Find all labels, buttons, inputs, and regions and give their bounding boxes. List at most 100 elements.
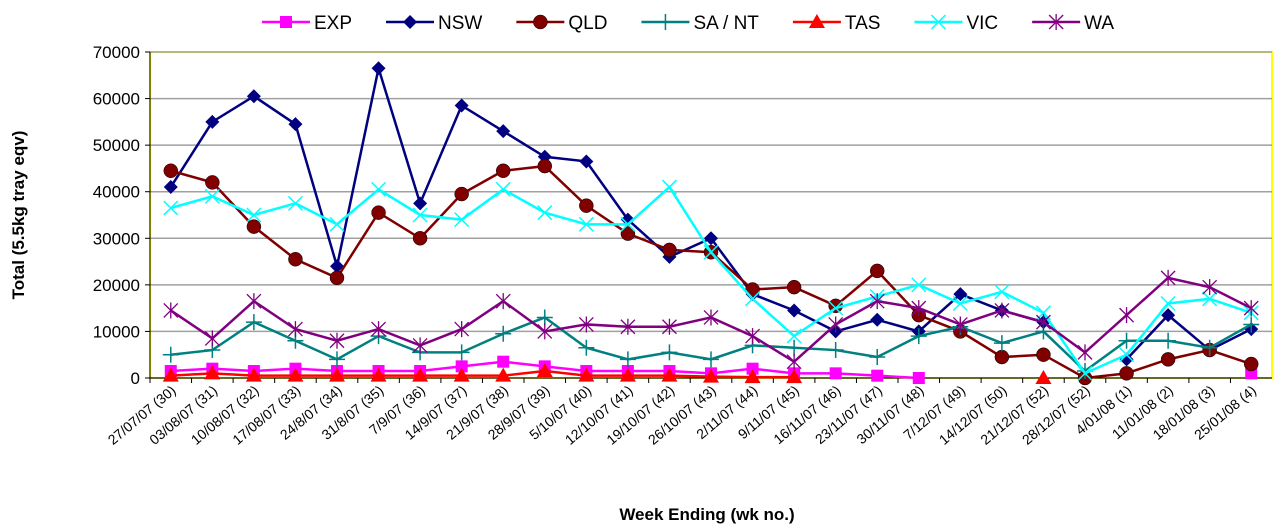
marker	[537, 158, 553, 174]
y-axis-title: Total (5.5kg tray eqv)	[9, 131, 28, 300]
marker	[910, 328, 927, 345]
marker	[662, 242, 677, 258]
marker	[579, 198, 594, 213]
y-tick-label: 30000	[93, 229, 140, 248]
marker	[329, 270, 345, 286]
marker	[330, 259, 344, 274]
marker	[453, 367, 470, 382]
legend-label: VIC	[966, 13, 998, 34]
y-tick-label: 0	[131, 369, 140, 388]
marker	[371, 205, 386, 220]
marker	[870, 312, 885, 327]
marker	[786, 279, 802, 295]
y-tick-label: 40000	[93, 183, 140, 202]
y-tick-label: 50000	[93, 136, 140, 155]
marker	[246, 207, 262, 223]
marker	[536, 309, 553, 326]
legend-label: QLD	[568, 13, 607, 34]
marker	[537, 323, 553, 340]
marker	[370, 367, 387, 382]
marker	[288, 251, 303, 267]
legend-label: SA / NT	[693, 13, 759, 34]
marker	[620, 216, 636, 232]
marker	[786, 353, 802, 370]
marker	[1118, 332, 1135, 349]
legend-item: EXP	[262, 13, 352, 34]
marker	[1243, 316, 1260, 333]
marker	[412, 367, 429, 382]
marker	[703, 309, 719, 326]
marker	[454, 98, 469, 113]
marker	[371, 321, 387, 338]
marker	[453, 344, 470, 361]
marker	[412, 231, 428, 246]
marker	[287, 195, 303, 211]
marker	[952, 295, 968, 312]
marker	[786, 328, 802, 344]
marker	[869, 293, 885, 310]
legend-item: VIC	[914, 13, 998, 34]
marker	[246, 219, 262, 234]
marker	[288, 117, 303, 132]
legend-item: NSW	[386, 13, 482, 34]
marker	[371, 61, 386, 76]
y-tick-label: 20000	[93, 276, 140, 295]
marker	[329, 351, 345, 368]
marker	[869, 349, 886, 366]
marker	[746, 362, 759, 375]
marker	[163, 163, 179, 179]
marker	[1161, 308, 1176, 323]
marker	[952, 316, 968, 333]
legend-label: WA	[1084, 13, 1114, 34]
marker	[163, 302, 179, 319]
marker	[371, 181, 387, 197]
marker	[661, 344, 678, 361]
marker	[1035, 370, 1052, 384]
marker	[162, 367, 179, 382]
marker	[1243, 356, 1259, 372]
legend-label: EXP	[314, 13, 352, 34]
marker	[495, 367, 512, 382]
marker	[205, 114, 220, 129]
y-tick-label: 60000	[93, 90, 140, 109]
marker	[163, 200, 179, 216]
marker	[1035, 314, 1051, 331]
marker	[495, 293, 511, 310]
marker	[993, 335, 1010, 352]
marker	[912, 372, 925, 384]
marker	[533, 14, 548, 30]
marker	[869, 263, 885, 279]
marker	[537, 205, 553, 221]
marker	[454, 212, 470, 228]
marker	[578, 367, 595, 382]
marker	[495, 325, 512, 342]
marker	[497, 355, 510, 368]
marker	[930, 14, 946, 30]
marker	[829, 367, 842, 380]
marker	[1119, 307, 1135, 324]
marker	[657, 14, 674, 30]
marker	[536, 363, 553, 378]
marker	[620, 318, 636, 335]
marker	[827, 342, 844, 359]
marker	[163, 180, 178, 195]
marker	[994, 349, 1010, 365]
marker	[787, 303, 802, 318]
marker	[495, 181, 511, 197]
marker	[455, 360, 468, 373]
marker	[786, 339, 803, 356]
marker	[287, 321, 303, 338]
marker	[808, 14, 825, 28]
marker	[994, 284, 1010, 300]
marker	[953, 287, 968, 302]
marker	[1202, 279, 1218, 296]
marker	[828, 316, 844, 333]
marker	[495, 163, 511, 179]
marker	[204, 188, 220, 204]
marker	[280, 16, 292, 28]
series-line	[169, 63, 1252, 361]
legend-item: QLD	[516, 13, 607, 34]
marker	[287, 367, 304, 382]
marker	[661, 318, 677, 335]
